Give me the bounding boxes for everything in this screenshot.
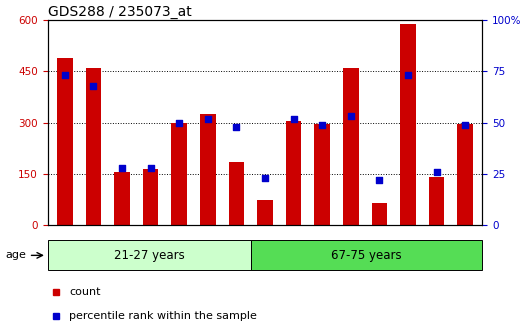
Text: count: count (69, 287, 101, 297)
Bar (286, 121, 302, 225)
Bar (143, 169, 158, 225)
Bar (429, 177, 445, 225)
Bar (372, 203, 387, 225)
Bar (400, 24, 416, 225)
Bar (257, 200, 273, 225)
Point (89, 83, 98, 88)
Bar (85, 68, 101, 225)
Point (347, 114, 355, 119)
Text: GDS288 / 235073_at: GDS288 / 235073_at (48, 5, 191, 19)
Point (318, 122, 326, 127)
Text: 67-75 years: 67-75 years (331, 249, 402, 262)
Point (289, 116, 298, 121)
Point (204, 116, 212, 121)
Text: age: age (5, 250, 26, 260)
Point (60, 73, 69, 78)
Text: 21-27 years: 21-27 years (114, 249, 184, 262)
Point (404, 73, 412, 78)
Bar (48, 240, 251, 270)
Point (375, 177, 384, 183)
Point (146, 165, 155, 170)
Point (461, 122, 470, 127)
Bar (200, 114, 216, 225)
Point (261, 175, 269, 181)
Bar (114, 172, 130, 225)
Bar (457, 124, 473, 225)
Bar (314, 124, 330, 225)
Point (175, 120, 183, 125)
Bar (343, 68, 359, 225)
Point (432, 169, 441, 174)
Point (232, 124, 241, 129)
Bar (251, 240, 482, 270)
Text: percentile rank within the sample: percentile rank within the sample (69, 310, 257, 321)
Bar (228, 162, 244, 225)
Point (118, 165, 126, 170)
Bar (57, 58, 73, 225)
Bar (171, 123, 187, 225)
